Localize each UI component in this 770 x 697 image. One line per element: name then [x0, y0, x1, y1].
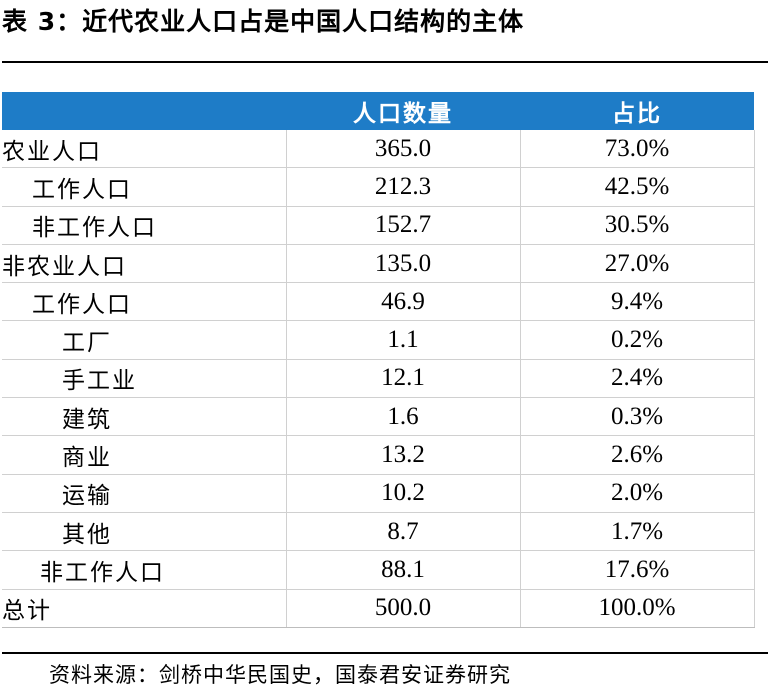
share-value: 2.0% — [519, 474, 755, 513]
table-row: 运输 10.2 2.0% — [2, 474, 755, 513]
top-rule — [2, 61, 768, 63]
table-row: 工厂 1.1 0.2% — [2, 320, 755, 360]
row-label: 非工作人口 — [2, 550, 286, 590]
share-value: 0.2% — [519, 320, 755, 360]
table-row: 非工作人口 152.7 30.5% — [2, 206, 755, 245]
table-row: 总计 500.0 100.0% — [2, 589, 755, 628]
row-label: 农业人口 — [2, 130, 286, 169]
header-label-column — [2, 92, 286, 130]
population-value: 1.6 — [285, 397, 521, 437]
row-label: 手工业 — [2, 359, 286, 399]
population-value: 135.0 — [285, 244, 521, 284]
table-row: 建筑 1.6 0.3% — [2, 397, 755, 437]
header-share: 占比 — [520, 92, 754, 130]
table-row: 手工业 12.1 2.4% — [2, 359, 755, 399]
row-label: 工作人口 — [2, 167, 286, 207]
table-row: 其他 8.7 1.7% — [2, 512, 755, 552]
row-label: 工作人口 — [2, 282, 286, 322]
share-value: 2.4% — [519, 359, 755, 399]
row-label: 非农业人口 — [2, 244, 286, 284]
row-label: 其他 — [2, 512, 286, 552]
table-title: 表 3：近代农业人口占是中国人口结构的主体 — [2, 7, 525, 36]
table-row: 农业人口 365.0 73.0% — [2, 130, 755, 169]
share-value: 73.0% — [519, 130, 755, 169]
share-value: 17.6% — [519, 550, 755, 590]
table-body: 农业人口 365.0 73.0% 工作人口 212.3 42.5% 非工作人口 152.7 30… — [2, 130, 755, 628]
share-value: 1.7% — [519, 512, 755, 552]
population-value: 13.2 — [285, 435, 521, 475]
population-value: 88.1 — [285, 550, 521, 590]
population-value: 500.0 — [285, 589, 521, 628]
row-label: 运输 — [2, 474, 286, 513]
share-value: 100.0% — [519, 589, 755, 628]
table-row: 非农业人口 135.0 27.0% — [2, 244, 755, 284]
share-value: 0.3% — [519, 397, 755, 437]
population-value: 152.7 — [285, 206, 521, 245]
table-header-row: 人口数量 占比 — [2, 92, 754, 130]
table-row: 非工作人口 88.1 17.6% — [2, 550, 755, 590]
share-value: 27.0% — [519, 244, 755, 284]
population-value: 212.3 — [285, 167, 521, 207]
share-value: 9.4% — [519, 282, 755, 322]
share-value: 42.5% — [519, 167, 755, 207]
table-row: 商业 13.2 2.6% — [2, 435, 755, 475]
population-value: 365.0 — [285, 130, 521, 169]
row-label: 工厂 — [2, 320, 286, 360]
population-value: 8.7 — [285, 512, 521, 552]
population-value: 10.2 — [285, 474, 521, 513]
source-note: 资料来源：剑桥中华民国史，国泰君安证券研究 — [49, 663, 511, 687]
population-value: 12.1 — [285, 359, 521, 399]
row-label: 总计 — [2, 589, 286, 628]
table-row: 工作人口 46.9 9.4% — [2, 282, 755, 322]
population-value: 1.1 — [285, 320, 521, 360]
population-value: 46.9 — [285, 282, 521, 322]
share-value: 2.6% — [519, 435, 755, 475]
bottom-rule — [2, 652, 768, 654]
table-row: 工作人口 212.3 42.5% — [2, 167, 755, 207]
header-population: 人口数量 — [286, 92, 520, 130]
row-label: 建筑 — [2, 397, 286, 437]
row-label: 非工作人口 — [2, 206, 286, 245]
share-value: 30.5% — [519, 206, 755, 245]
population-table: 人口数量 占比 农业人口 365.0 73.0% 工作人口 212.3 42.5% 非工作人… — [2, 92, 755, 628]
row-label: 商业 — [2, 435, 286, 475]
